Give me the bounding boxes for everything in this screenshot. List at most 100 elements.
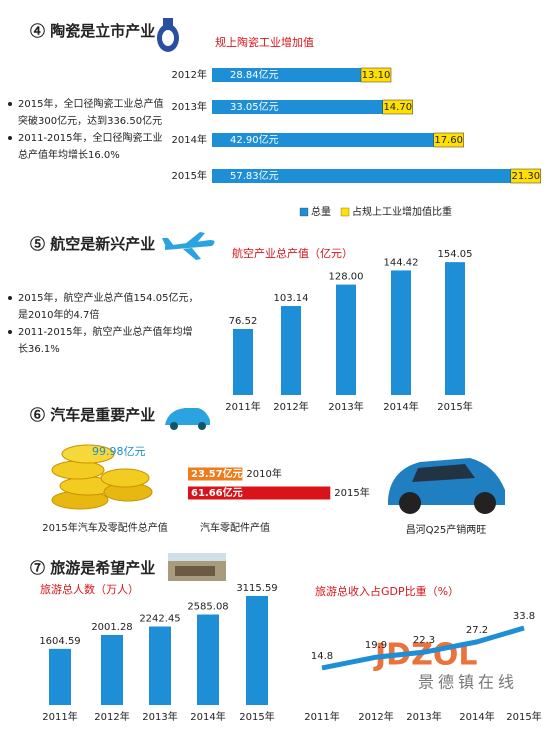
car-icon (165, 408, 210, 430)
value-label: 2242.45 (139, 614, 180, 625)
value-label: 2001.28 (91, 622, 132, 633)
share-box (433, 132, 464, 148)
bar (212, 133, 434, 147)
chart-title: 汽车零配件产值 (200, 521, 270, 534)
legend-swatch (299, 207, 309, 217)
category-label: 2010年 (246, 467, 281, 480)
value-label: 42.90亿元 (230, 133, 279, 146)
value-label: 19.9 (365, 640, 387, 651)
bar (188, 486, 331, 500)
photo (168, 553, 226, 581)
legend-label: 占规上工业增加值比重 (352, 205, 452, 218)
bar (212, 169, 511, 183)
bullet-dot (8, 330, 12, 334)
value-label: 14.8 (311, 651, 333, 662)
category-label: 2013年 (142, 710, 177, 723)
bullet-text: 2011-2015年，全口径陶瓷工业 (18, 131, 163, 144)
line (321, 625, 525, 671)
category-label: 2013年 (172, 100, 207, 113)
chart-title: 旅游总人数（万人） (40, 582, 139, 596)
chart-title: 航空产业总产值（亿元） (232, 246, 353, 260)
total-label: 99.98亿元 (92, 445, 146, 458)
value-label: 13.10 (362, 70, 391, 81)
value-label: 76.52 (229, 316, 258, 327)
legend-swatch (340, 207, 350, 217)
bar (246, 595, 268, 705)
bar (391, 270, 411, 395)
bullet-text: 2015年，航空产业总产值154.05亿元， (18, 291, 198, 304)
value-label: 28.84亿元 (230, 68, 279, 81)
bar (149, 626, 171, 705)
category-label: 2012年 (172, 68, 207, 81)
bullet-text: 长36.1% (18, 343, 60, 355)
car-photo (388, 458, 505, 514)
category-label: 2014年 (459, 710, 494, 723)
category-label: 2011年 (225, 400, 260, 413)
bar (212, 68, 362, 82)
value-label: 33.8 (513, 611, 535, 622)
category-label: 2015年 (437, 400, 472, 413)
chart-title: 规上陶瓷工业增加值 (215, 35, 314, 49)
category-label: 2015年 (506, 710, 541, 723)
value-label: 2585.08 (187, 602, 228, 613)
value-label: 57.83亿元 (230, 169, 279, 182)
bar (197, 614, 219, 705)
category-label: 2014年 (190, 710, 225, 723)
bar (336, 284, 356, 395)
bullet-text: 突破300亿元，达到336.50亿元 (18, 114, 162, 127)
category-label: 2012年 (273, 400, 308, 413)
value-label: 128.00 (329, 272, 364, 283)
category-label: 2014年 (172, 133, 207, 146)
value-label: 144.42 (384, 257, 419, 268)
category-label: 2012年 (358, 710, 393, 723)
value-label: 23.57亿元 (191, 467, 243, 480)
bullet-dot (8, 136, 12, 140)
value-label: 14.70 (383, 102, 412, 113)
value-label: 21.30 (511, 171, 540, 182)
value-label: 3115.59 (236, 583, 277, 594)
watermark-sub: 景德镇在线 (418, 673, 518, 692)
bar (101, 634, 123, 705)
category-label: 2011年 (42, 710, 77, 723)
bullet-text: 总产值年均增长16.0% (18, 148, 120, 161)
share-box (360, 67, 392, 83)
value-label: 61.66亿元 (191, 486, 243, 499)
bullet-dot (8, 102, 12, 106)
value-label: 17.60 (434, 135, 463, 146)
category-label: 2015年 (239, 710, 274, 723)
category-label: 2015年 (172, 169, 207, 182)
share-box (382, 99, 414, 115)
plane-icon (162, 232, 215, 260)
bar (49, 648, 71, 705)
category-label: 2013年 (406, 710, 441, 723)
section-title: ⑦ 旅游是希望产业 (30, 559, 155, 577)
bar (233, 329, 253, 395)
caption: 2015年汽车及零配件总产值 (42, 521, 167, 534)
bar (281, 306, 301, 395)
section-title: ⑥ 汽车是重要产业 (30, 406, 155, 424)
bar (445, 262, 465, 395)
category-label: 2012年 (94, 710, 129, 723)
bullet-text: 2015年，全口径陶瓷工业总产值 (18, 97, 163, 110)
category-label: 2013年 (328, 400, 363, 413)
category-label: 2014年 (383, 400, 418, 413)
value-label: 22.3 (413, 635, 435, 646)
bullet-text: 是2010年的4.7倍 (18, 308, 99, 321)
vase-icon (157, 18, 179, 52)
value-label: 27.2 (466, 625, 488, 636)
bullet-text: 2011-2015年，航空产业总产值年均增 (18, 325, 193, 338)
bar (188, 467, 243, 481)
section-title: ⑤ 航空是新兴产业 (30, 235, 155, 253)
coins (51, 444, 153, 510)
chart-title: 旅游总收入占GDP比重（%） (315, 584, 459, 598)
value-label: 103.14 (274, 293, 309, 304)
caption: 昌河Q25产销两旺 (406, 523, 487, 536)
legend-label: 总量 (311, 205, 331, 218)
share-box (510, 168, 542, 184)
category-label: 2011年 (304, 710, 339, 723)
value-label: 33.05亿元 (230, 100, 279, 113)
section-title: ④ 陶瓷是立市产业 (30, 22, 155, 40)
value-label: 154.05 (438, 249, 473, 260)
category-label: 2015年 (334, 486, 369, 499)
